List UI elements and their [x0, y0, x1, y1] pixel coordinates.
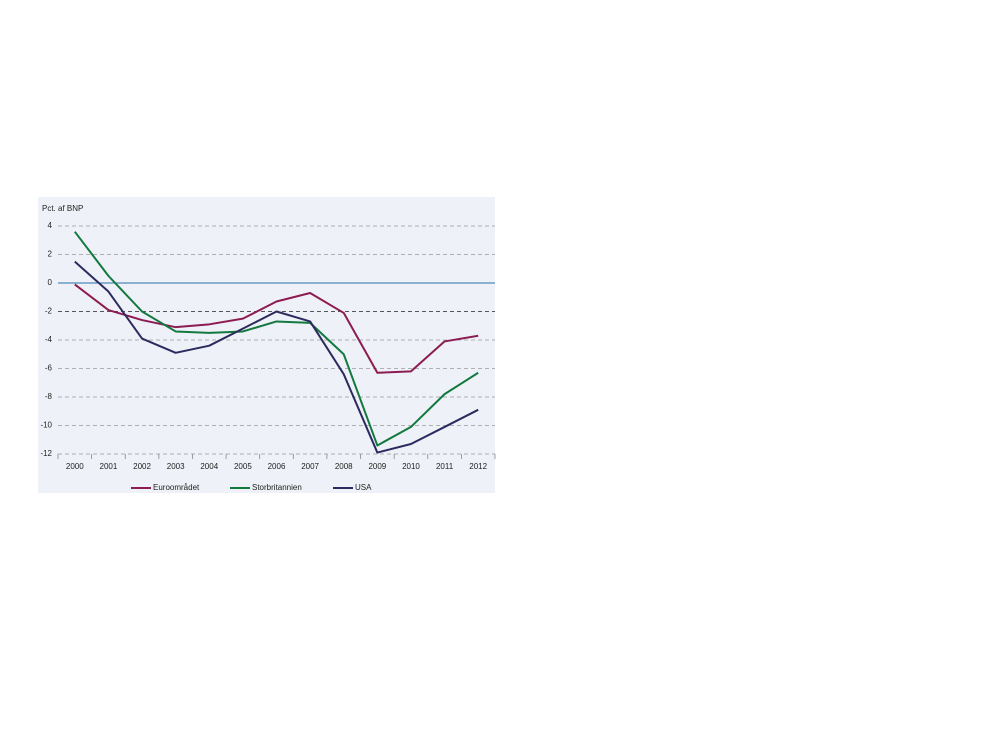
x-tick-label: 2006	[268, 462, 286, 471]
y-tick-label: -12	[40, 449, 52, 458]
y-tick-label: -4	[45, 335, 53, 344]
series-line	[74, 283, 479, 374]
legend-label: Storbritannien	[252, 483, 302, 492]
x-tick-label: 2010	[402, 462, 420, 471]
series-line	[74, 231, 479, 447]
legend-label: Euroområdet	[153, 483, 200, 492]
y-tick-label: 4	[48, 221, 53, 230]
y-tick-label: -6	[45, 364, 53, 373]
series-line	[74, 260, 479, 454]
x-tick-label: 2002	[133, 462, 151, 471]
x-tick-label: 2003	[167, 462, 185, 471]
y-axis-label: Pct. af BNP	[42, 204, 83, 213]
x-tick-label: 2000	[66, 462, 84, 471]
x-tick-label: 2001	[100, 462, 118, 471]
y-tick-label: 0	[48, 278, 53, 287]
x-tick-label: 2004	[200, 462, 218, 471]
x-tick-label: 2005	[234, 462, 252, 471]
y-tick-label: -2	[45, 307, 53, 316]
x-tick-label: 2008	[335, 462, 353, 471]
x-tick-label: 2009	[368, 462, 386, 471]
x-tick-label: 2011	[436, 462, 454, 471]
y-tick-label: -10	[40, 421, 52, 430]
y-tick-label: -8	[45, 392, 53, 401]
x-tick-label: 2007	[301, 462, 319, 471]
y-tick-label: 2	[48, 250, 53, 259]
chart-background	[38, 197, 495, 493]
x-tick-label: 2012	[469, 462, 487, 471]
legend-label: USA	[355, 483, 372, 492]
